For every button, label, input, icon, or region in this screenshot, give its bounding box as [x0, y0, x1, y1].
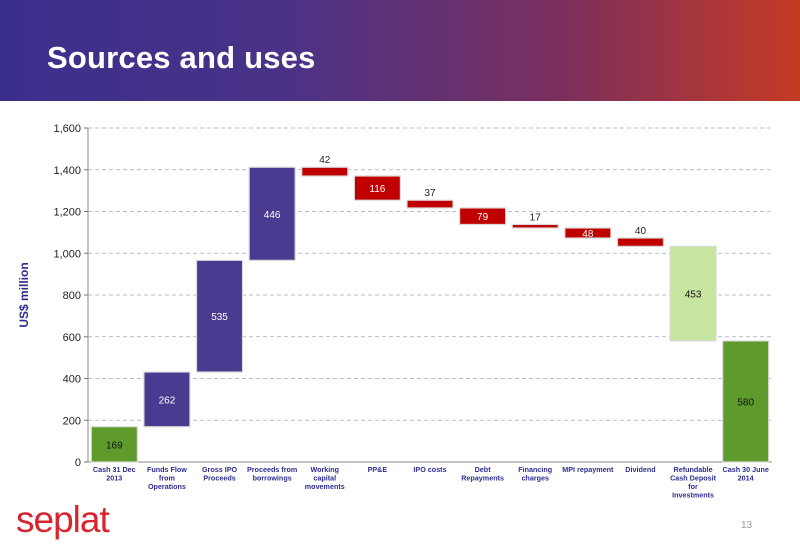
- x-category-label: Gross IPO: [202, 465, 238, 474]
- waterfall-bar: [722, 340, 770, 463]
- data-label: 535: [211, 312, 228, 323]
- x-category-label: Cash 31 Dec: [93, 465, 136, 474]
- x-category-label: Working: [310, 465, 339, 474]
- data-label: 17: [530, 212, 542, 223]
- page-number: 13: [741, 520, 753, 531]
- x-category-label: IPO costs: [413, 465, 446, 474]
- waterfall-bar: [90, 426, 138, 463]
- x-category-label: Cash 30 June: [723, 465, 769, 474]
- data-label: 580: [737, 397, 754, 408]
- page-title: Sources and uses: [47, 40, 316, 75]
- x-category-label: Refundable: [674, 465, 713, 474]
- y-tick-label: 800: [63, 290, 81, 302]
- x-category-label: PP&E: [368, 465, 388, 474]
- x-category-label: for: [688, 482, 698, 491]
- x-category-label: Funds Flow: [147, 465, 187, 474]
- title-banner: Sources and uses: [0, 0, 800, 101]
- waterfall-bar: [406, 199, 454, 209]
- data-label: 446: [264, 210, 281, 221]
- waterfall-bar: [301, 166, 349, 177]
- x-category-label: charges: [521, 474, 549, 483]
- waterfall-bar: [459, 207, 507, 226]
- x-category-label: borrowings: [253, 474, 292, 483]
- y-tick-label: 1,200: [53, 207, 81, 219]
- x-category-label: 2014: [738, 474, 754, 483]
- x-category-label: MPI repayment: [562, 465, 614, 474]
- x-category-label: capital: [313, 474, 336, 483]
- x-category-label: Debt: [475, 465, 492, 474]
- x-category-label: Financing: [518, 465, 552, 474]
- data-label: 116: [369, 184, 385, 195]
- waterfall-bar: [616, 237, 665, 247]
- waterfall-bar: [353, 175, 401, 201]
- y-tick-label: 1,600: [53, 123, 81, 135]
- x-category-label: Investments: [672, 491, 714, 500]
- x-category-label: Repayments: [461, 474, 504, 483]
- x-category-label: Proceeds: [203, 474, 235, 483]
- waterfall-bar: [564, 227, 612, 239]
- y-tick-label: 200: [63, 415, 81, 427]
- x-category-label: Cash Deposit: [670, 474, 717, 483]
- data-label: 48: [582, 229, 594, 240]
- data-label: 453: [685, 290, 702, 301]
- y-tick-label: 0: [75, 457, 81, 469]
- x-category-label: Proceeds from: [247, 465, 297, 474]
- waterfall-bar: [511, 223, 559, 229]
- x-category-label: Dividend: [625, 465, 655, 474]
- y-tick-label: 1,400: [53, 165, 81, 177]
- data-label: 169: [106, 440, 123, 451]
- x-category-label: from: [159, 474, 175, 483]
- data-label: 37: [424, 188, 436, 199]
- data-label: 42: [319, 155, 331, 166]
- waterfall-bar: [248, 166, 296, 261]
- waterfall-bar: [669, 245, 717, 342]
- waterfall-bar: [195, 259, 244, 373]
- seplat-logo: seplat: [16, 499, 110, 540]
- y-tick-label: 600: [63, 332, 81, 344]
- y-tick-label: 400: [63, 374, 81, 386]
- data-label: 40: [635, 226, 647, 237]
- x-category-label: movements: [305, 482, 345, 491]
- x-category-label: 2013: [106, 474, 122, 483]
- data-label: 262: [159, 395, 176, 406]
- data-label: 79: [477, 212, 489, 223]
- y-tick-label: 1,000: [53, 248, 81, 260]
- x-category-label: Operations: [148, 482, 186, 491]
- waterfall-bar: [143, 371, 191, 428]
